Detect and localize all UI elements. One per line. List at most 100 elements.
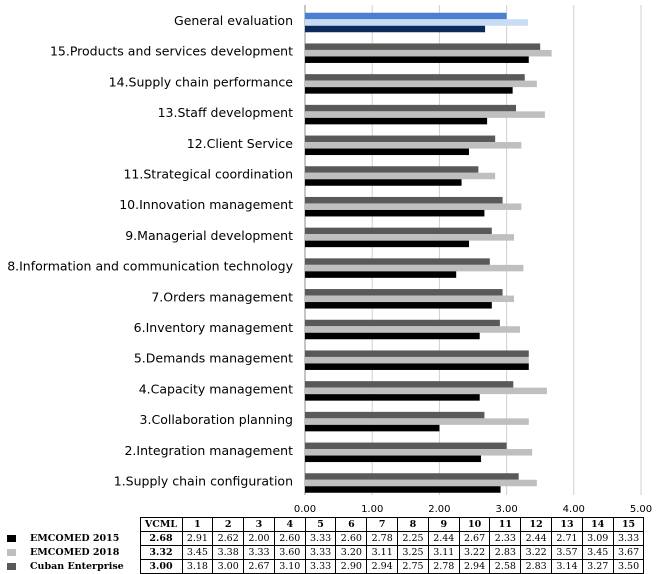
bar-emcomed-2018 (305, 19, 529, 26)
table-cell: 3.22 (458, 545, 491, 560)
legend-swatch (7, 548, 16, 556)
column-header: 4 (273, 517, 306, 532)
table-cell: 3.60 (273, 545, 306, 560)
table-cell: 3.09 (581, 531, 614, 546)
bar-emcomed-2015 (305, 394, 480, 401)
legend-label: Cuban Enterprise (30, 560, 124, 572)
table-cell: 2.83 (489, 545, 522, 560)
bar-chart: 0.00 1.00 2.00 3.00 4.00 5.00 General evaluati… (7, 5, 652, 515)
bar-cuban-enterprise (305, 135, 496, 143)
bar-emcomed-2015 (305, 56, 529, 63)
table-cell: 3.45 (181, 545, 214, 560)
bar-cuban-enterprise (305, 166, 479, 173)
table-cell: 3.25 (397, 545, 429, 560)
bar-cuban-enterprise (305, 350, 529, 357)
column-header: 2 (212, 517, 245, 532)
column-header: 15 (612, 517, 645, 532)
legend-swatch (7, 562, 16, 570)
table-cell: 3.33 (304, 559, 337, 574)
table-cell: 3.67 (612, 545, 645, 560)
bar-emcomed-2015 (305, 117, 488, 125)
bar-cuban-enterprise (305, 12, 507, 20)
legend-entry: Cuban Enterprise (0, 560, 140, 574)
table-cell: 2.62 (212, 531, 245, 546)
table-cell: 2.78 (427, 559, 460, 574)
category-label: 7.Orders management (151, 289, 293, 304)
category-label: 12.Client Service (187, 136, 294, 151)
table-cell: 3.14 (551, 559, 583, 574)
category-label: 8.Information and communication technolo… (7, 259, 293, 274)
table-cell: 2.75 (397, 559, 429, 574)
table-cell: 2.33 (489, 531, 522, 546)
table-cell: 2.60 (335, 531, 368, 546)
table-cell: 2.94 (366, 559, 399, 574)
category-label: 14.Supply chain performance (109, 74, 294, 89)
bar-emcomed-2018 (305, 387, 547, 395)
bar-emcomed-2018 (305, 49, 552, 57)
bar-cuban-enterprise (305, 289, 503, 296)
bar-emcomed-2018 (305, 418, 529, 425)
bar-emcomed-2015 (305, 332, 480, 340)
category-label: 2.Integration management (124, 443, 293, 458)
table-cell: 3.33 (304, 531, 337, 546)
table-cell: 3.11 (427, 545, 460, 560)
bar-cuban-enterprise (305, 258, 490, 265)
bar-cuban-enterprise (305, 473, 519, 480)
category-label: 9.Managerial development (125, 228, 293, 243)
category-label: General evaluation (174, 13, 293, 28)
column-header: 11 (489, 517, 522, 532)
table-cell: 2.68 (139, 531, 183, 546)
bar-emcomed-2018 (305, 264, 524, 272)
bar-cuban-enterprise (305, 319, 500, 327)
x-tick-label: 3.00 (495, 504, 517, 515)
column-header: 6 (335, 517, 368, 532)
bar-cuban-enterprise (305, 227, 492, 235)
bar-emcomed-2015 (305, 179, 462, 186)
table-cell: 3.57 (551, 545, 583, 560)
column-header: VCML (139, 517, 183, 532)
table-cell: 2.44 (520, 531, 553, 546)
table-cell: 3.32 (139, 545, 183, 560)
bar-emcomed-2018 (305, 479, 537, 487)
bar-emcomed-2015 (305, 240, 469, 248)
legend-label: EMCOMED 2018 (30, 546, 120, 558)
x-tick-label: 4.00 (563, 504, 585, 515)
table-cell: 3.10 (273, 559, 306, 574)
table-cell: 2.78 (366, 531, 399, 546)
column-header: 12 (520, 517, 553, 532)
data-table: VCML 1 2 3 4 5 6 7 8 9 10 11 12 13 14 15 EMCOMED 2015 2.6… (0, 517, 645, 574)
table-cell: 3.33 (243, 545, 275, 560)
category-label: 15.Products and services development (50, 44, 293, 59)
table-cell: 3.20 (335, 545, 368, 560)
column-header: 13 (551, 517, 583, 532)
bar-emcomed-2015 (305, 148, 469, 156)
bar-cuban-enterprise (305, 442, 507, 450)
table-row: EMCOMED 2018 3.32 3.45 3.38 3.33 3.60 3.33 3.20… (0, 545, 645, 560)
table-cell: 2.90 (335, 559, 368, 574)
bar-emcomed-2018 (305, 295, 514, 303)
bar-cuban-enterprise (305, 74, 525, 81)
bar-emcomed-2018 (305, 172, 496, 180)
bar-emcomed-2015 (305, 302, 492, 309)
bar-cuban-enterprise (305, 381, 514, 388)
bar-emcomed-2018 (305, 234, 514, 241)
table-cell: 2.67 (458, 531, 491, 546)
x-tick-label: 2.00 (428, 504, 450, 515)
table-cell: 3.33 (612, 531, 645, 546)
legend-entry: EMCOMED 2018 (0, 546, 140, 560)
column-header: 3 (243, 517, 275, 532)
table-cell: 3.18 (181, 559, 214, 574)
bar-emcomed-2015 (305, 455, 482, 463)
table-cell: 2.71 (551, 531, 583, 546)
category-label: 6.Inventory management (134, 320, 293, 335)
table-cell: 3.45 (581, 545, 614, 560)
x-tick-label: 1.00 (361, 504, 383, 515)
category-label: 11.Strategical coordination (123, 167, 293, 182)
column-header: 1 (181, 517, 214, 532)
bar-cuban-enterprise (305, 196, 503, 204)
table-cell: 2.60 (273, 531, 306, 546)
bar-emcomed-2018 (305, 356, 529, 364)
bar-emcomed-2015 (305, 363, 529, 370)
legend-swatch (7, 534, 16, 542)
bar-emcomed-2015 (305, 25, 486, 33)
